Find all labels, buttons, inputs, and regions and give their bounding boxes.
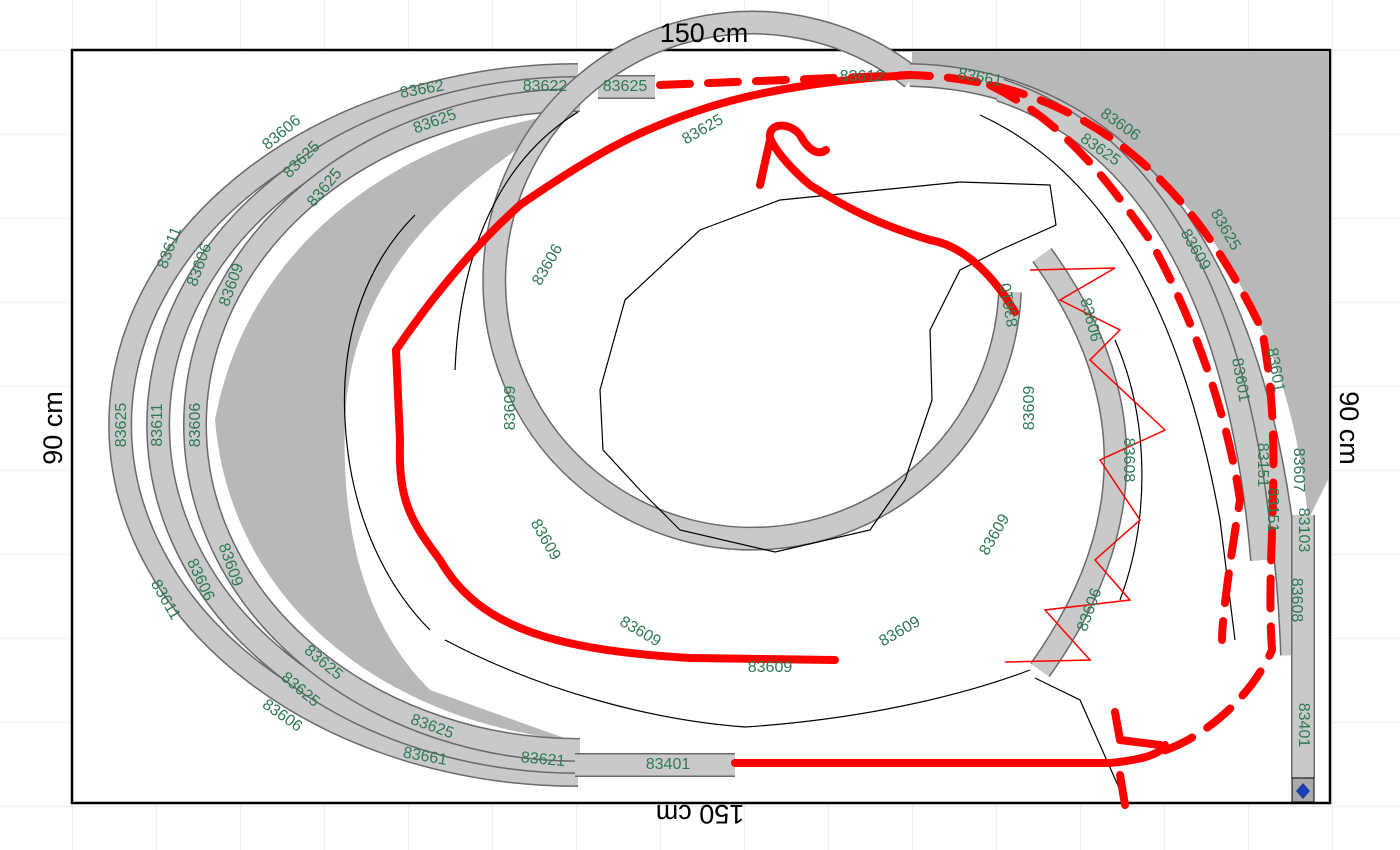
shaded-area [215,112,578,740]
track-label: 83606 [187,403,204,448]
annotations [392,71,1278,809]
track-label: 83612 [840,68,885,85]
track-label: 83401 [646,756,691,773]
dimension-label: 150 cm [660,18,749,48]
track-label: 83622 [523,78,568,95]
track-label: 83611 [149,403,166,446]
track-label: 83103 [1295,508,1312,553]
dimension-label: 150 cm [656,799,745,829]
track-label: 83151 [1264,488,1281,533]
track-label: 83621 [520,749,566,770]
track-label: 83608 [1120,438,1137,483]
track-label: 83609 [1021,386,1038,431]
dimension-label: 90 cm [1334,391,1364,465]
tracks [108,10,1315,803]
track-label: 83625 [113,403,130,448]
track-label: 83151 [1254,443,1271,488]
track-label: 83609 [502,386,519,431]
track-label: 83608 [1288,578,1305,623]
track-label: 83607 [1290,448,1307,493]
dimension-label: 90 cm [38,391,68,465]
shaded-area [912,52,1328,520]
track-label: 83625 [603,78,648,95]
track-label: 83609 [748,659,793,676]
track-label: 83401 [1295,703,1312,748]
